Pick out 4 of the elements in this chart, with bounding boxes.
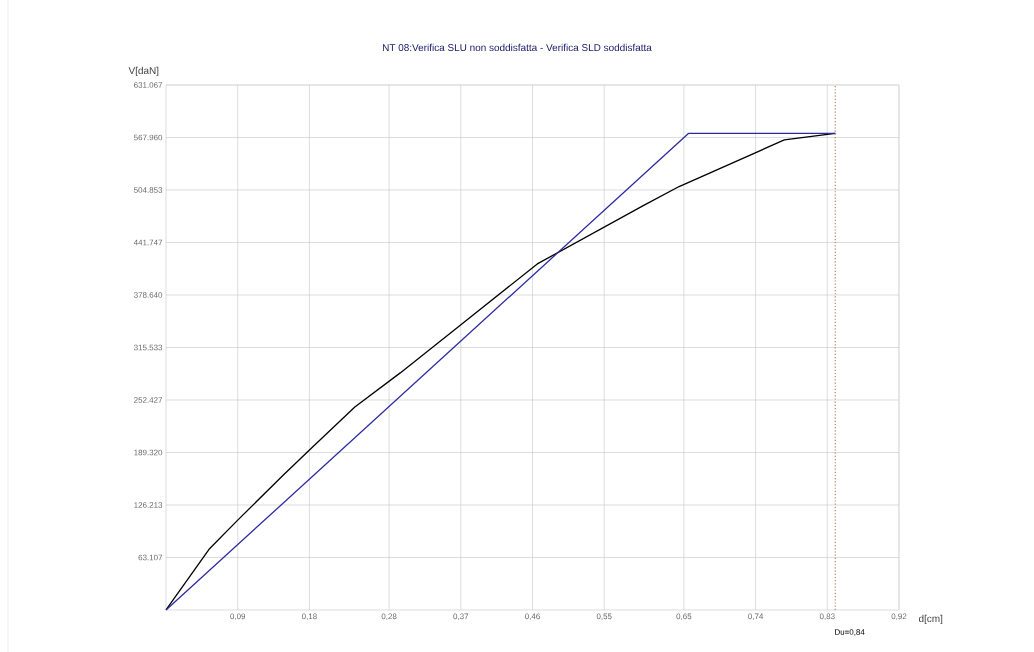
y-axis-title: V[daN] [128,66,159,77]
line-series [165,132,836,611]
x-axis-title: d[cm] [918,614,943,625]
chart-title: NT 08:Verifica SLU non soddisfatta - Verifica SLD soddisfatta [382,43,652,52]
